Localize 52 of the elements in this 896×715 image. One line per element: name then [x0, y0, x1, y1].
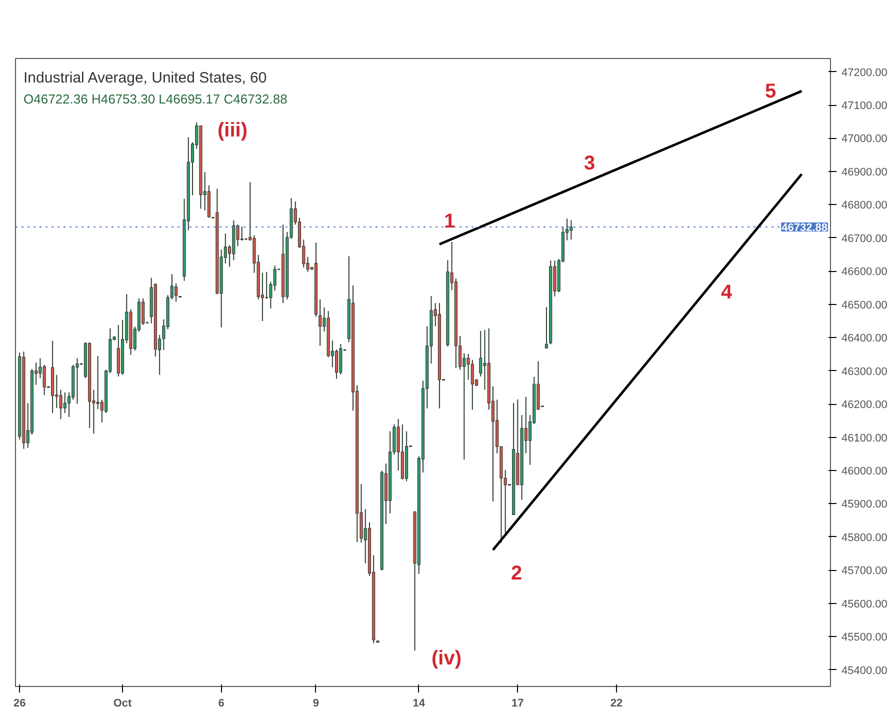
- y-tick-label: 46100.00: [842, 432, 888, 444]
- y-tick-label: 45700.00: [842, 565, 888, 578]
- y-tick-label: 47000.00: [842, 133, 888, 146]
- y-tick-label: 46900.00: [842, 166, 888, 178]
- candlestick: [570, 220, 573, 240]
- x-tick-label: 14: [412, 698, 426, 710]
- y-tick-label: 46800.00: [842, 200, 888, 212]
- annotation: (iii): [218, 120, 248, 142]
- y-tick-label: 45600.00: [842, 598, 888, 610]
- x-tick-label: 6: [218, 698, 224, 710]
- annotation: 5: [764, 80, 776, 102]
- y-tick-label: 45900.00: [842, 498, 888, 511]
- candlestick: [63, 392, 66, 414]
- y-tick-label: 45500.00: [842, 632, 888, 644]
- candlestick: [59, 389, 62, 420]
- y-tick-label: 46400.00: [842, 332, 888, 345]
- y-tick-label: 47200.00: [842, 66, 888, 79]
- y-tick-label: 46300.00: [842, 366, 888, 378]
- candlestick: [174, 282, 178, 302]
- x-tick-label: 22: [610, 698, 623, 710]
- candlestick: [318, 298, 322, 346]
- text: Industrial Average, United States, 60: [24, 70, 267, 86]
- text: O46722.36 H46753.30 L46695.17 C46732.88: [24, 92, 288, 106]
- x-tick-label: Oct: [113, 698, 132, 710]
- y-tick-label: 46600.00: [842, 266, 888, 278]
- y-tick-label: 45400.00: [842, 664, 888, 677]
- annotation: 4: [720, 282, 733, 304]
- x-tick-label: 9: [312, 698, 320, 710]
- y-tick-label: 46200.00: [842, 399, 888, 412]
- candlestick: [76, 358, 79, 404]
- x-tick-label: 26: [14, 698, 26, 710]
- y-tick-label: 46500.00: [842, 299, 888, 312]
- annotation: (iv): [432, 648, 462, 670]
- candlestick: [479, 330, 482, 377]
- annotation: 1: [444, 210, 456, 232]
- candlestick: [466, 353, 470, 380]
- candlestick: [470, 359, 474, 410]
- annotation: 2: [510, 562, 522, 584]
- x-tick-label: 17: [512, 698, 524, 710]
- y-tick-label: 46000.00: [842, 466, 888, 478]
- candlestick: [96, 355, 100, 410]
- candlestick: [335, 349, 338, 380]
- candlestick: [42, 364, 46, 396]
- candlestick: [265, 271, 268, 300]
- candlestick: [339, 343, 342, 375]
- y-tick-label: 45800.00: [842, 532, 888, 544]
- annotation: 3: [584, 152, 596, 174]
- y-tick-label: 46700.00: [842, 232, 888, 245]
- candlestick: [544, 306, 548, 349]
- candlestick: [240, 226, 244, 242]
- y-tick-label: 47100.00: [842, 100, 888, 112]
- ref-line-label: 46732.88: [782, 222, 828, 234]
